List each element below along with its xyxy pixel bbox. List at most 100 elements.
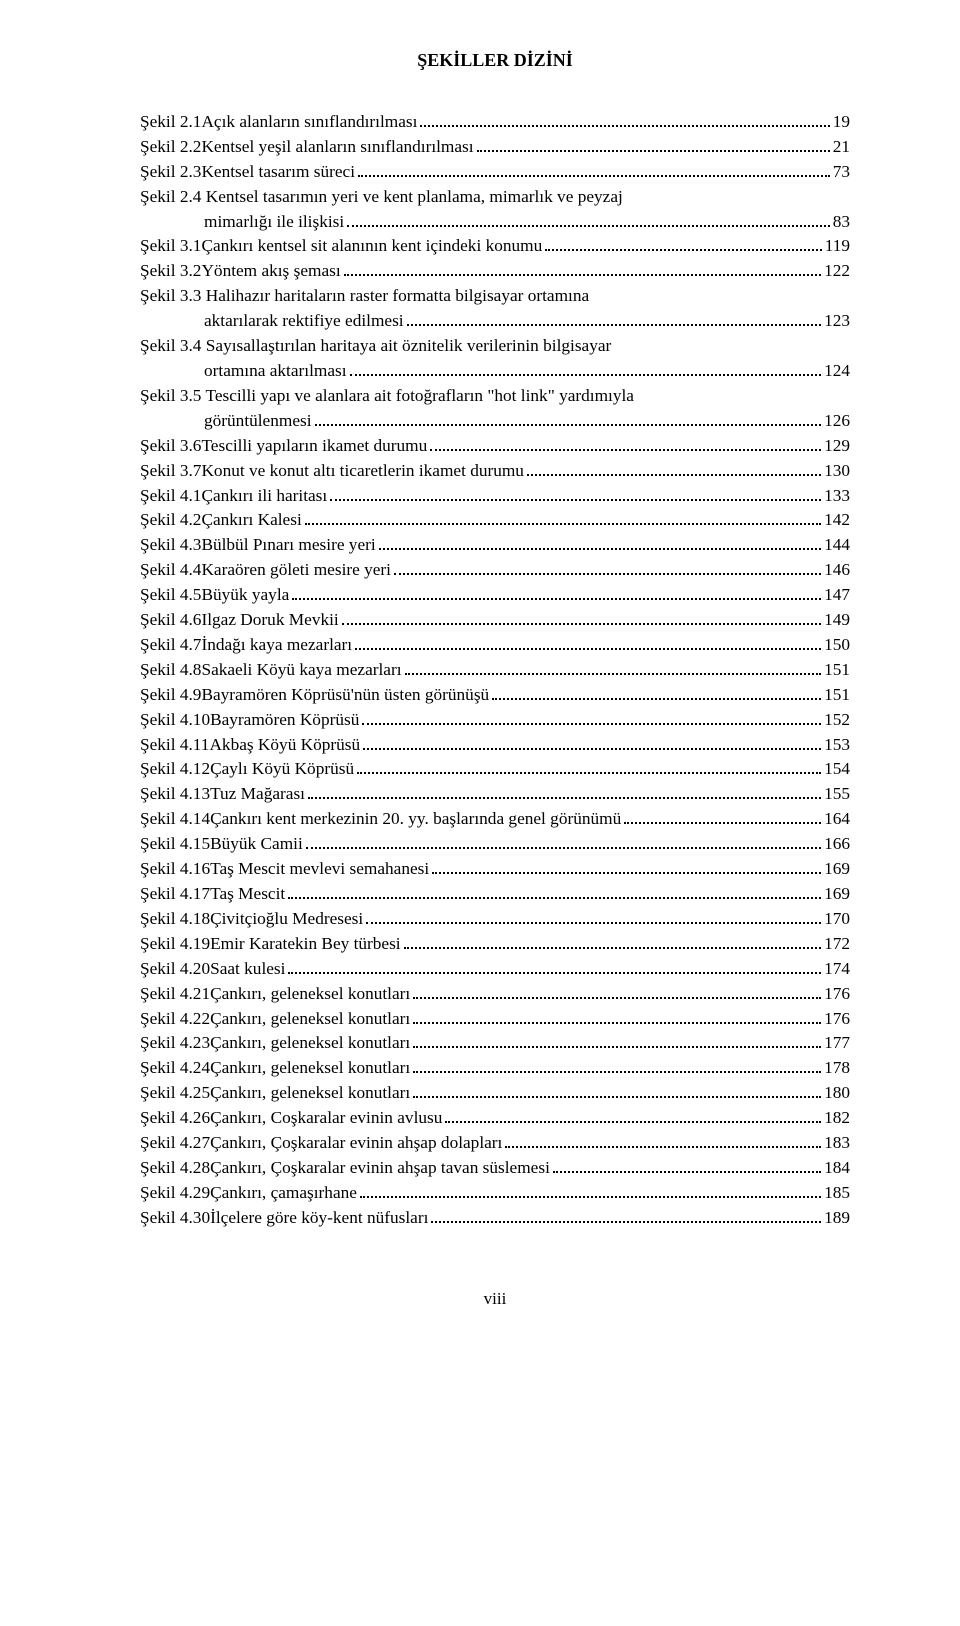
entry-page: 154 [824, 757, 850, 782]
entry-desc: Çivitçioğlu Medresesi [210, 907, 363, 932]
entry-desc: Çaylı Köyü Köprüsü [210, 757, 354, 782]
entry-label: Şekil 3.6 [140, 434, 201, 459]
leader-dots [308, 784, 821, 800]
entry-label: Şekil 4.19 [140, 932, 210, 957]
entry-page: 176 [824, 982, 850, 1007]
entry-label: Şekil 4.28 [140, 1156, 210, 1181]
entry-page: 129 [824, 434, 850, 459]
entry-page: 19 [833, 110, 850, 135]
entry-page: 144 [824, 533, 850, 558]
leader-dots [394, 560, 821, 576]
leader-dots [305, 510, 821, 526]
leader-dots [505, 1133, 821, 1149]
list-item: Şekil 4.18 Çivitçioğlu Medresesi170 [140, 907, 850, 932]
entry-label: Şekil 4.17 [140, 882, 210, 907]
entry-desc: Kentsel tasarımın yeri ve kent planlama,… [206, 187, 623, 206]
entry-label: Şekil 4.20 [140, 957, 210, 982]
list-item: Şekil 4.5 Büyük yayla147 [140, 583, 850, 608]
list-item: Şekil 4.4 Karaören göleti mesire yeri146 [140, 558, 850, 583]
entry-page: 130 [824, 459, 850, 484]
list-item: Şekil 4.24 Çankırı, geleneksel konutları… [140, 1056, 850, 1081]
entry-desc: Sakaeli Köyü kaya mezarları [201, 658, 401, 683]
entry-desc: Çankırı, Çoşkaralar evinin ahşap dolapla… [210, 1131, 502, 1156]
entry-page: 180 [824, 1081, 850, 1106]
leader-dots [350, 360, 822, 376]
list-item: Şekil 2.4 Kentsel tasarımın yeri ve kent… [140, 185, 850, 235]
list-item: Şekil 4.13 Tuz Mağarası155 [140, 782, 850, 807]
leader-dots [315, 410, 822, 426]
entry-page: 182 [824, 1106, 850, 1131]
list-item: Şekil 4.28 Çankırı, Çoşkaralar evinin ah… [140, 1156, 850, 1181]
entry-label: Şekil 4.16 [140, 857, 210, 882]
entry-label: Şekil 4.1 [140, 484, 201, 509]
leader-dots [344, 261, 821, 277]
list-item: Şekil 3.5 Tescilli yapı ve alanlara ait … [140, 384, 850, 434]
entry-label: Şekil 4.10 [140, 708, 210, 733]
entry-label: Şekil 3.4 [140, 336, 206, 355]
list-item: Şekil 4.23 Çankırı, geleneksel konutları… [140, 1031, 850, 1056]
entry-desc: Bülbül Pınarı mesire yeri [201, 533, 375, 558]
list-item: Şekil 4.20 Saat kulesi174 [140, 957, 850, 982]
entry-desc-cont: aktarılarak rektifiye edilmesi [204, 309, 404, 334]
entry-desc: Çankırı, Çoşkaralar evinin ahşap tavan s… [210, 1156, 550, 1181]
list-item: Şekil 4.16 Taş Mescit mevlevi semahanesi… [140, 857, 850, 882]
entry-page: 178 [824, 1056, 850, 1081]
list-item: Şekil 4.14 Çankırı kent merkezinin 20. y… [140, 807, 850, 832]
entry-label: Şekil 2.1 [140, 110, 201, 135]
entry-label: Şekil 4.6 [140, 608, 201, 633]
entry-page: 124 [824, 359, 850, 384]
entry-label: Şekil 4.2 [140, 508, 201, 533]
entry-desc: Çankırı, geleneksel konutları [210, 982, 410, 1007]
entry-desc: Emir Karatekin Bey türbesi [210, 932, 401, 957]
leader-dots [362, 709, 821, 725]
entry-desc: Büyük yayla [201, 583, 289, 608]
list-item: Şekil 2.3 Kentsel tasarım süreci73 [140, 160, 850, 185]
entry-page: 150 [824, 633, 850, 658]
entry-page: 189 [824, 1206, 850, 1231]
entry-desc-cont: ortamına aktarılması [204, 359, 347, 384]
list-item: Şekil 4.29 Çankırı, çamaşırhane185 [140, 1181, 850, 1206]
entry-desc: Karaören göleti mesire yeri [201, 558, 391, 583]
list-item: Şekil 3.2 Yöntem akış şeması122 [140, 259, 850, 284]
entry-label: Şekil 4.14 [140, 807, 210, 832]
entry-label: Şekil 3.5 [140, 386, 205, 405]
list-item: Şekil 3.4 Sayısallaştırılan haritaya ait… [140, 334, 850, 384]
leader-dots [358, 161, 830, 177]
entry-page: 184 [824, 1156, 850, 1181]
list-item: Şekil 4.11 Akbaş Köyü Köprüsü153 [140, 733, 850, 758]
entry-label: Şekil 4.18 [140, 907, 210, 932]
entry-desc: Çankırı kentsel sit alanının kent içinde… [201, 234, 542, 259]
entry-desc: Taş Mescit mevlevi semahanesi [210, 857, 429, 882]
entry-label: Şekil 3.1 [140, 234, 201, 259]
entry-desc: Çankırı, geleneksel konutları [210, 1031, 410, 1056]
entry-page: 126 [824, 409, 850, 434]
list-item: Şekil 3.3 Halihazır haritaların raster f… [140, 284, 850, 334]
entry-label: Şekil 4.13 [140, 782, 210, 807]
leader-dots [347, 211, 830, 227]
list-item: Şekil 4.21 Çankırı, geleneksel konutları… [140, 982, 850, 1007]
entry-label: Şekil 4.5 [140, 583, 201, 608]
entry-desc-cont: görüntülenmesi [204, 409, 312, 434]
leader-dots [288, 883, 821, 899]
list-item: Şekil 4.17 Taş Mescit169 [140, 882, 850, 907]
leader-dots [413, 1058, 821, 1074]
leader-dots [306, 834, 821, 850]
entry-page: 21 [833, 135, 850, 160]
entry-label: Şekil 4.15 [140, 832, 210, 857]
entry-desc: Kentsel yeşil alanların sınıflandırılmas… [201, 135, 473, 160]
entry-desc: Kentsel tasarım süreci [201, 160, 355, 185]
entry-desc: Yöntem akış şeması [201, 259, 340, 284]
entry-desc: İlçelere göre köy-kent nüfusları [210, 1206, 428, 1231]
entry-label: Şekil 4.7 [140, 633, 201, 658]
entry-label: Şekil 4.29 [140, 1181, 210, 1206]
list-item: Şekil 3.6 Tescilli yapıların ikamet duru… [140, 434, 850, 459]
list-item: Şekil 3.1 Çankırı kentsel sit alanının k… [140, 234, 850, 259]
entry-label: Şekil 4.12 [140, 757, 210, 782]
leader-dots [330, 485, 821, 501]
list-item: Şekil 4.26 Çankırı, Coşkaralar evinin av… [140, 1106, 850, 1131]
page-title: ŞEKİLLER DİZİNİ [140, 48, 850, 74]
entry-desc: Çankırı ili haritası [201, 484, 327, 509]
entry-desc: Çankırı, geleneksel konutları [210, 1081, 410, 1106]
leader-dots [360, 1182, 821, 1198]
list-item: Şekil 4.7 İndağı kaya mezarları150 [140, 633, 850, 658]
